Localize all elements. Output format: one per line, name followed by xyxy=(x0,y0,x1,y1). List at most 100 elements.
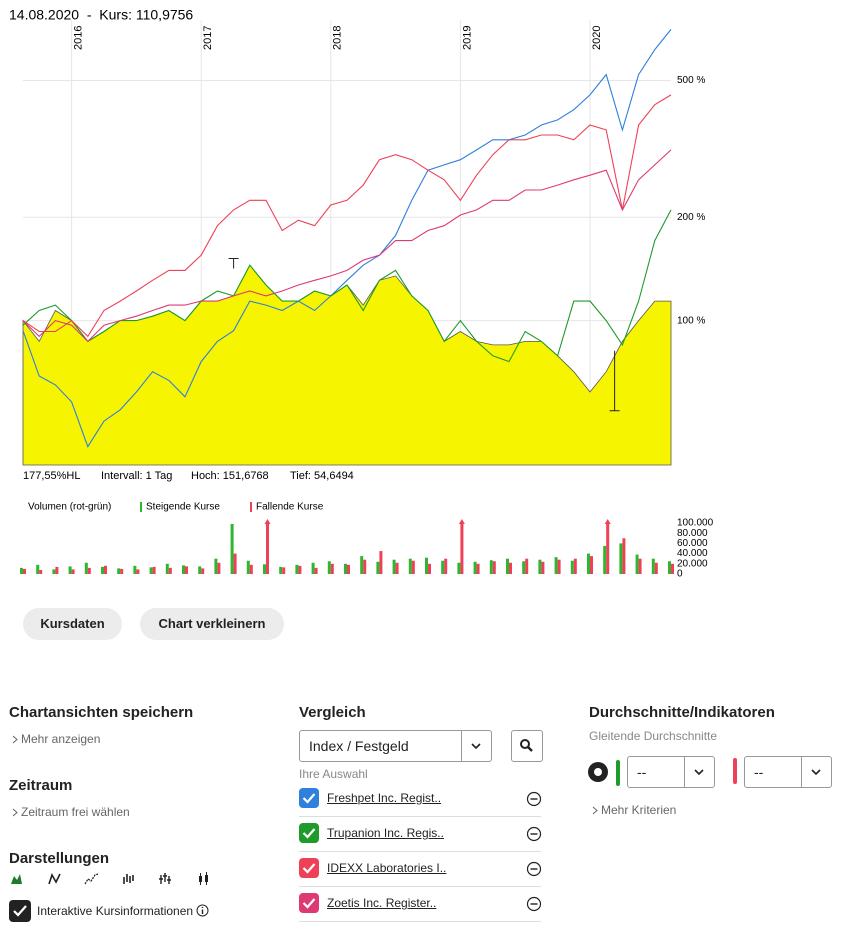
volume-bar xyxy=(314,567,318,574)
button[interactable]: Chart verkleinern xyxy=(140,608,284,640)
volume-bar xyxy=(230,524,234,574)
volume-tick-label: 0 xyxy=(677,569,683,580)
area-icon[interactable] xyxy=(11,874,22,884)
volume-bar xyxy=(279,566,283,574)
x-tick-label: 2020 xyxy=(591,26,603,50)
volume-bar xyxy=(476,563,480,574)
volume-bar xyxy=(266,523,269,574)
volume-bar xyxy=(671,563,674,574)
remove-button[interactable] xyxy=(526,861,542,877)
checkbox[interactable] xyxy=(299,858,319,878)
legend-swatch xyxy=(250,502,252,512)
volume-bar xyxy=(654,562,658,574)
check xyxy=(13,905,27,917)
search-button[interactable] xyxy=(511,730,543,762)
volume-bar xyxy=(651,558,655,574)
volume-bar xyxy=(635,554,639,574)
remove-button[interactable] xyxy=(526,896,542,912)
checkbox[interactable] xyxy=(299,893,319,913)
volume-bar xyxy=(101,566,104,574)
low-marker xyxy=(609,350,620,412)
volume-bar xyxy=(606,523,610,574)
link-text[interactable]: Mehr Kriterien xyxy=(601,803,677,817)
dropdown[interactable]: Index / Festgeld xyxy=(299,730,492,762)
indicator-color[interactable] xyxy=(733,756,739,786)
volume-bar xyxy=(330,563,334,574)
volume-bar xyxy=(444,558,448,574)
price-area xyxy=(22,264,672,466)
link[interactable]: Zeitraum frei wählen xyxy=(12,805,130,819)
line-icon[interactable] xyxy=(48,873,61,885)
series-name[interactable]: IDEXX Laboratories I.. xyxy=(327,861,447,875)
label-text: Interaktive Kursinformationen xyxy=(37,904,194,918)
volume-bar xyxy=(473,561,477,574)
remove-button[interactable] xyxy=(526,826,542,842)
volume-bar xyxy=(149,567,153,574)
volume-bar xyxy=(249,564,253,574)
volume-bar xyxy=(538,559,542,574)
volume-bar xyxy=(20,567,23,574)
legend-label: Steigende Kurse xyxy=(146,502,220,513)
button[interactable]: Kursdaten xyxy=(23,608,122,640)
dropdown-value: -- xyxy=(637,764,647,780)
volume-bar xyxy=(136,569,140,574)
chevron xyxy=(12,808,18,817)
dropdown[interactable]: -- xyxy=(744,756,832,788)
volume-bar xyxy=(185,566,188,574)
section-title: Durchschnitte/Indikatoren xyxy=(589,704,775,721)
dropdown[interactable]: -- xyxy=(627,756,715,788)
volume-bar xyxy=(71,569,75,574)
volume-bar xyxy=(638,558,642,574)
series-name[interactable]: Trupanion Inc. Regis.. xyxy=(327,826,444,840)
checkbox[interactable] xyxy=(299,823,319,843)
low-stat: Tief: 54,6494 xyxy=(290,470,354,482)
volume-bar xyxy=(298,565,302,574)
link-text[interactable]: Zeitraum frei wählen xyxy=(21,805,130,819)
candle-wick xyxy=(200,872,207,885)
volume-title: Volumen (rot-grün) xyxy=(28,502,111,513)
checkbox[interactable] xyxy=(299,788,319,808)
volume-bar xyxy=(392,559,396,574)
volume-bar xyxy=(587,553,590,574)
indicator-style[interactable] xyxy=(588,760,624,786)
volume-bar xyxy=(23,568,26,574)
check xyxy=(302,898,316,909)
chevron xyxy=(592,806,598,815)
x-tick-label: 2018 xyxy=(332,26,344,50)
dots-icon[interactable] xyxy=(84,873,99,885)
interval-stat: Intervall: 1 Tag xyxy=(101,470,172,482)
remove-button[interactable] xyxy=(526,791,542,807)
volume-bar xyxy=(120,568,124,574)
section-title: Zeitraum xyxy=(9,777,73,794)
link[interactable]: Mehr Kriterien xyxy=(592,803,676,817)
y-tick-label: 500 % xyxy=(677,75,705,86)
ohlc-icon[interactable] xyxy=(123,874,134,884)
link-text[interactable]: Mehr anzeigen xyxy=(21,732,101,746)
volume-bar xyxy=(133,565,137,574)
series-name[interactable]: Freshpet Inc. Regist.. xyxy=(327,791,442,805)
link[interactable]: Mehr anzeigen xyxy=(12,732,100,746)
series-name[interactable]: Zoetis Inc. Register.. xyxy=(327,896,437,910)
volume-bar xyxy=(201,568,205,574)
volume-bar xyxy=(84,562,88,574)
volume-bar xyxy=(87,567,91,574)
volume-bar xyxy=(344,563,347,574)
volume-bar xyxy=(411,560,415,574)
info-icon[interactable] xyxy=(196,904,209,917)
checkbox[interactable] xyxy=(9,900,31,922)
volume-bar xyxy=(246,560,250,574)
volume-bar xyxy=(217,562,221,574)
volume-bar xyxy=(522,561,526,574)
volume-bar xyxy=(557,559,561,574)
volume-bar xyxy=(39,569,43,574)
volume-tick-label: 40.000 xyxy=(677,548,708,559)
comparison-row: Zoetis Inc. Register.. xyxy=(299,887,542,922)
x-tick-label: 2019 xyxy=(461,26,473,50)
volume-bar xyxy=(541,561,545,574)
hlc-icon[interactable] xyxy=(159,873,171,884)
comparison-row: Trupanion Inc. Regis.. xyxy=(299,817,542,852)
section-title: Darstellungen xyxy=(9,850,110,867)
volume-bar xyxy=(554,557,558,574)
volume-bar xyxy=(104,565,107,574)
